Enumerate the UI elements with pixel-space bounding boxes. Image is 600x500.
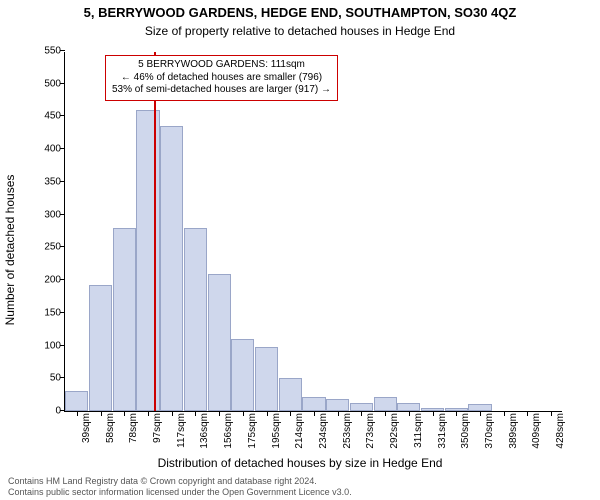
ytick-label: 550 — [44, 46, 65, 57]
ytick-mark — [60, 83, 65, 84]
bar — [208, 274, 231, 411]
bar — [160, 126, 183, 411]
xtick-mark — [172, 411, 173, 416]
ytick-label: 150 — [44, 307, 65, 318]
xtick-mark — [456, 411, 457, 416]
xtick-label: 39sqm — [81, 413, 92, 443]
xtick-mark — [124, 411, 125, 416]
marker-line — [154, 52, 156, 411]
xtick-label: 136sqm — [199, 413, 210, 449]
footer-line2: Contains public sector information licen… — [8, 487, 352, 498]
xtick-mark — [77, 411, 78, 416]
callout-line2: ← 46% of detached houses are smaller (79… — [112, 72, 331, 85]
bar — [326, 399, 349, 411]
footer: Contains HM Land Registry data © Crown c… — [8, 476, 352, 498]
xtick-mark — [338, 411, 339, 416]
bars-container — [65, 52, 562, 411]
y-axis-label: Number of detached houses — [3, 175, 17, 326]
bar — [279, 378, 302, 411]
ytick-mark — [60, 246, 65, 247]
bar — [302, 397, 325, 411]
xtick-mark — [385, 411, 386, 416]
xtick-label: 311sqm — [413, 413, 424, 448]
xtick-mark — [314, 411, 315, 416]
xtick-label: 234sqm — [318, 413, 329, 449]
xtick-mark — [527, 411, 528, 416]
ytick-label: 400 — [44, 144, 65, 155]
xtick-label: 273sqm — [365, 413, 376, 449]
xtick-label: 195sqm — [271, 413, 282, 449]
ytick-label: 0 — [55, 406, 65, 417]
xtick-mark — [361, 411, 362, 416]
xtick-mark — [219, 411, 220, 416]
bar — [350, 403, 373, 411]
xtick-label: 78sqm — [128, 413, 139, 443]
xtick-mark — [267, 411, 268, 416]
xtick-mark — [480, 411, 481, 416]
ytick-mark — [60, 377, 65, 378]
ytick-label: 200 — [44, 275, 65, 286]
ytick-mark — [60, 181, 65, 182]
footer-line1: Contains HM Land Registry data © Crown c… — [8, 476, 352, 487]
ytick-mark — [60, 214, 65, 215]
x-axis-label: Distribution of detached houses by size … — [0, 456, 600, 470]
ytick-label: 250 — [44, 242, 65, 253]
xtick-mark — [243, 411, 244, 416]
bar — [136, 110, 159, 411]
ytick-label: 450 — [44, 111, 65, 122]
xtick-mark — [148, 411, 149, 416]
xtick-label: 156sqm — [223, 413, 234, 449]
ytick-mark — [60, 410, 65, 411]
callout-line3: 53% of semi-detached houses are larger (… — [112, 84, 331, 97]
ytick-label: 500 — [44, 78, 65, 89]
bar — [255, 347, 278, 411]
bar — [397, 403, 420, 411]
ytick-label: 50 — [50, 373, 65, 384]
ytick-mark — [60, 115, 65, 116]
xtick-label: 175sqm — [247, 413, 258, 449]
xtick-mark — [504, 411, 505, 416]
bar — [65, 391, 88, 411]
ytick-mark — [60, 279, 65, 280]
xtick-mark — [433, 411, 434, 416]
xtick-label: 428sqm — [555, 413, 566, 449]
xtick-label: 370sqm — [484, 413, 495, 449]
ytick-label: 100 — [44, 340, 65, 351]
ytick-mark — [60, 345, 65, 346]
xtick-label: 253sqm — [342, 413, 353, 449]
xtick-label: 292sqm — [389, 413, 400, 449]
xtick-label: 214sqm — [294, 413, 305, 449]
ytick-mark — [60, 50, 65, 51]
plot-area: 5 BERRYWOOD GARDENS: 111sqm ← 46% of det… — [64, 52, 562, 412]
bar — [89, 285, 112, 411]
xtick-mark — [290, 411, 291, 416]
xtick-label: 331sqm — [437, 413, 448, 449]
bar — [231, 339, 254, 411]
ytick-label: 300 — [44, 209, 65, 220]
xtick-label: 117sqm — [176, 413, 187, 448]
bar — [184, 228, 207, 411]
bar — [113, 228, 136, 411]
xtick-label: 58sqm — [105, 413, 116, 443]
ytick-mark — [60, 312, 65, 313]
ytick-mark — [60, 148, 65, 149]
chart-title: 5, BERRYWOOD GARDENS, HEDGE END, SOUTHAM… — [0, 5, 600, 20]
chart-subtitle: Size of property relative to detached ho… — [0, 24, 600, 38]
xtick-label: 350sqm — [460, 413, 471, 449]
callout-box: 5 BERRYWOOD GARDENS: 111sqm ← 46% of det… — [105, 55, 338, 101]
xtick-mark — [101, 411, 102, 416]
xtick-label: 389sqm — [508, 413, 519, 449]
ytick-label: 350 — [44, 176, 65, 187]
xtick-mark — [195, 411, 196, 416]
xtick-mark — [551, 411, 552, 416]
bar — [374, 397, 397, 411]
xtick-mark — [409, 411, 410, 416]
xtick-label: 409sqm — [531, 413, 542, 449]
xtick-label: 97sqm — [152, 413, 163, 443]
callout-line1: 5 BERRYWOOD GARDENS: 111sqm — [112, 59, 331, 72]
